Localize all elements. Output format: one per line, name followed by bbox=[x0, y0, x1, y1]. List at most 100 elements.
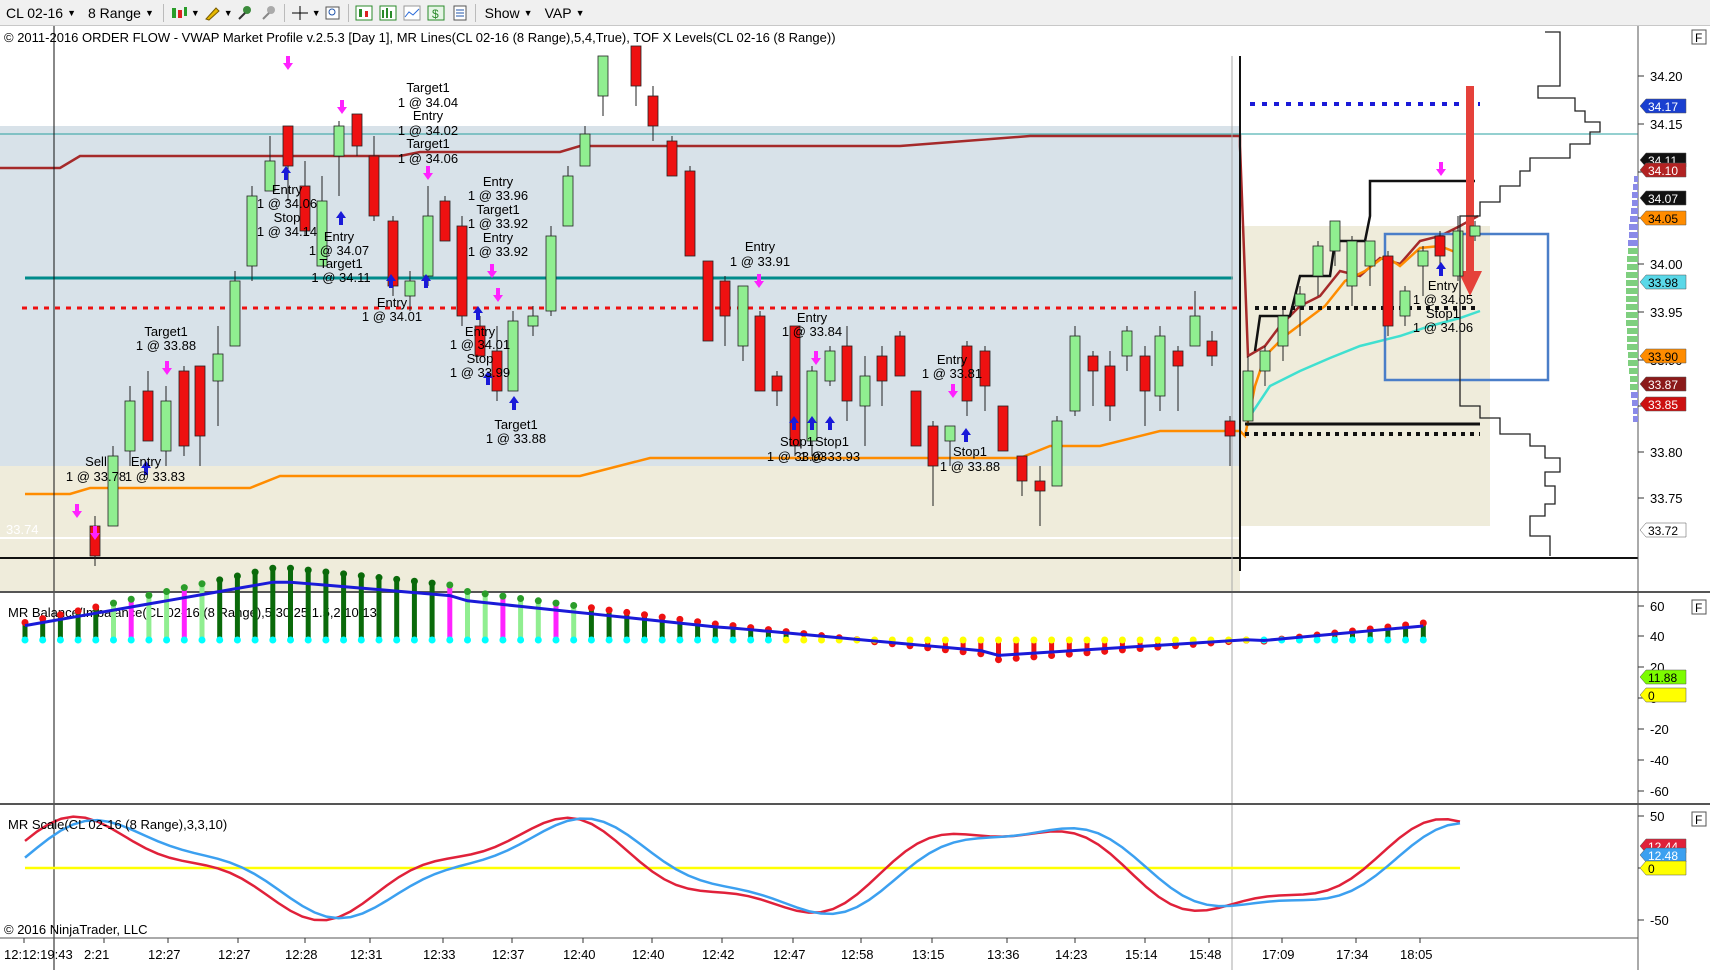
bars-icon[interactable] bbox=[378, 4, 398, 22]
bull-candle bbox=[1189, 315, 1201, 347]
zoom-icon[interactable] bbox=[323, 4, 343, 22]
trade-label: Entry bbox=[483, 230, 514, 245]
volume-profile-bar bbox=[1632, 192, 1638, 198]
bull-candle bbox=[246, 195, 258, 267]
crosshair-icon[interactable] bbox=[290, 4, 310, 22]
volume-profile-bar bbox=[1626, 320, 1638, 326]
trade-label: 1 @ 33.92 bbox=[468, 216, 528, 231]
price-panel-title: © 2011-2016 ORDER FLOW - VWAP Market Pro… bbox=[4, 30, 836, 45]
bear-candle bbox=[979, 350, 991, 387]
price-marker bbox=[1639, 210, 1687, 226]
baseline-dot bbox=[1136, 636, 1144, 644]
trade-label: Entry bbox=[413, 108, 444, 123]
time-tick-label: 14:23 bbox=[1055, 947, 1088, 962]
instrument-selector[interactable]: CL 02-16 ▼ bbox=[0, 0, 82, 25]
sell-arrow-icon bbox=[487, 264, 497, 278]
bear-candle bbox=[1206, 340, 1218, 357]
price-marker bbox=[1639, 274, 1687, 290]
baseline-dot bbox=[92, 636, 100, 644]
chart-style-icon[interactable] bbox=[354, 4, 374, 22]
baseline-dot bbox=[1065, 636, 1073, 644]
dropdown-caret-icon[interactable]: ▼ bbox=[223, 7, 233, 18]
baseline-dot bbox=[1313, 636, 1321, 644]
baseline-dot bbox=[1030, 636, 1038, 644]
candlestick-icon[interactable] bbox=[169, 4, 189, 22]
bear-candle bbox=[771, 375, 783, 392]
area-icon[interactable] bbox=[402, 4, 422, 22]
balance-dot bbox=[322, 568, 330, 576]
balance-marker-label: 0 bbox=[1648, 689, 1655, 703]
baseline-dot bbox=[410, 636, 418, 644]
bear-candle bbox=[1034, 480, 1046, 492]
price-marker bbox=[1639, 190, 1687, 206]
scale-panel[interactable]: MR Scale(CL 02-16 (8 Range),3,3,10) 50 0 -… bbox=[4, 809, 1707, 937]
trade-label: Entry bbox=[377, 295, 408, 310]
pencil-icon[interactable] bbox=[202, 4, 222, 22]
f-label: F bbox=[1695, 601, 1702, 615]
price-panel-f-button[interactable]: F bbox=[1691, 29, 1707, 45]
sell-arrow-icon bbox=[754, 274, 764, 288]
balance-dot bbox=[375, 574, 383, 582]
baseline-dot bbox=[180, 636, 188, 644]
price-axis[interactable]: 34.20 34.15 34.10 34.05 34.00 33.95 33.90 33.85… bbox=[1626, 26, 1710, 970]
volume-profile-bar bbox=[1629, 232, 1638, 238]
mr-line bbox=[0, 134, 1479, 359]
baseline-dot bbox=[1154, 636, 1162, 644]
pin-icon[interactable] bbox=[235, 4, 255, 22]
show-menu-button[interactable]: Show ▼ bbox=[479, 0, 539, 25]
price-tick-label: 34.15 bbox=[1650, 117, 1683, 132]
pin-icon[interactable] bbox=[259, 4, 279, 22]
dropdown-caret-icon[interactable]: ▼ bbox=[311, 7, 321, 18]
bear-candle bbox=[927, 425, 939, 467]
trade-label: 1 @ 34.05 bbox=[1413, 292, 1473, 307]
baseline-dot bbox=[1012, 636, 1020, 644]
volume-profile-bar bbox=[1628, 248, 1638, 254]
volume-profile-bar bbox=[1630, 384, 1638, 390]
balance-panel-f-button[interactable]: F bbox=[1691, 599, 1707, 615]
volume-profile-bar bbox=[1634, 176, 1638, 182]
properties-icon[interactable] bbox=[450, 4, 470, 22]
volume-profile-bar bbox=[1628, 360, 1638, 366]
time-tick-label: 12:12:19:43 bbox=[4, 947, 73, 962]
sell-arrow-icon bbox=[72, 504, 82, 518]
balance-panel[interactable]: MR Balance/Imbalance(CL 02-16 (8 Range),… bbox=[8, 564, 1707, 799]
bull-candle bbox=[1242, 370, 1254, 422]
baseline-dot bbox=[1101, 636, 1109, 644]
bear-candle bbox=[1139, 355, 1151, 392]
trade-label: 1 @ 33.99 bbox=[450, 365, 510, 380]
baseline-dot bbox=[764, 636, 772, 644]
buy-arrow-icon bbox=[807, 416, 817, 430]
baseline-dot bbox=[163, 636, 171, 644]
toolbar-separator bbox=[474, 3, 476, 22]
bar-type-selector[interactable]: 8 Range ▼ bbox=[82, 0, 160, 25]
baseline-dot bbox=[552, 636, 560, 644]
scale-red-line bbox=[24, 815, 1461, 922]
balance-dot bbox=[198, 580, 206, 588]
baseline-dot bbox=[233, 636, 241, 644]
vap-menu-button[interactable]: VAP ▼ bbox=[539, 0, 591, 25]
scale-panel-f-button[interactable]: F bbox=[1691, 811, 1707, 827]
dropdown-caret-icon[interactable]: ▼ bbox=[190, 7, 200, 18]
dollar-icon[interactable]: $ bbox=[426, 4, 446, 22]
time-tick-label: 13:15 bbox=[912, 947, 945, 962]
bull-candle bbox=[422, 215, 434, 277]
time-tick-label: 12:27 bbox=[148, 947, 181, 962]
baseline-dot bbox=[676, 636, 684, 644]
baseline-dot bbox=[1118, 636, 1126, 644]
price-tick-label: 34.00 bbox=[1650, 257, 1683, 272]
time-tick-label: 12:31 bbox=[350, 947, 383, 962]
bear-candle bbox=[630, 45, 642, 87]
baseline-dot bbox=[694, 636, 702, 644]
trade-label: 1 @ 33.92 bbox=[468, 244, 528, 259]
trade-label: 1 @ 34.06 bbox=[1413, 320, 1473, 335]
trade-label: Entry bbox=[745, 239, 776, 254]
balance-dot bbox=[641, 611, 648, 619]
bear-candle bbox=[894, 335, 906, 377]
volume-profile-bar bbox=[1626, 280, 1638, 286]
time-axis[interactable]: 12:12:19:43 2:21 12:27 12:27 12:28 12:31 12:33… bbox=[4, 938, 1433, 962]
volume-profile-bar bbox=[1630, 376, 1638, 382]
trade-label: 1 @ 33.93 bbox=[767, 449, 827, 464]
price-marker bbox=[1639, 98, 1687, 114]
